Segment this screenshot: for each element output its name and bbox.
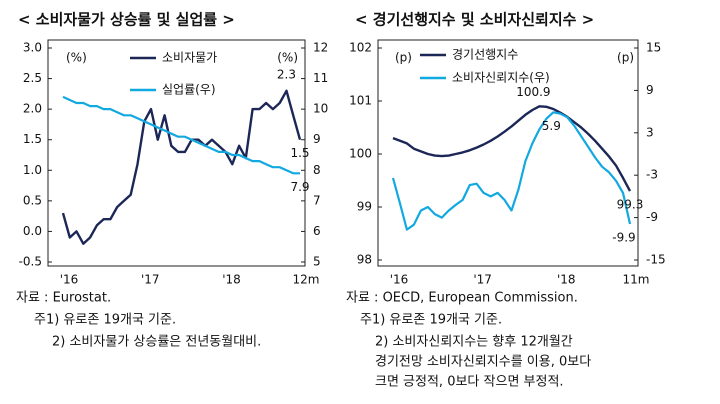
y-tick-label: 102 [349, 41, 372, 55]
legend-label: 경기선행지수 [452, 47, 518, 62]
annotation: 5.9 [542, 119, 561, 133]
y2-tick-label: 11 [313, 71, 328, 85]
series-line [62, 95, 300, 175]
y2-tick-label: 3 [646, 125, 654, 139]
y2-tick-label: 6 [313, 224, 321, 238]
y2-tick-label: 10 [313, 102, 328, 116]
note: 주1) 유로존 19개국 기준. [360, 313, 502, 328]
x-tick-label: '16 [390, 273, 409, 287]
series-line [391, 111, 632, 231]
x-tick-label: '18 [222, 273, 241, 287]
x-tick-label: '16 [60, 273, 79, 287]
y-tick-label: 2.5 [23, 71, 42, 85]
plot-frame [47, 39, 306, 267]
y2-tick-label: 7 [313, 193, 321, 207]
y-tick-label: 3.0 [23, 41, 42, 55]
y2-unit: (%) [277, 51, 298, 65]
y2-tick-label: 12 [313, 41, 328, 55]
y2-tick-label: 9 [313, 132, 321, 146]
x-tick-label: 11m [623, 273, 650, 287]
note: 주1) 유로존 19개국 기준. [34, 313, 176, 328]
y2-tick-label: -3 [646, 168, 658, 182]
chart-title: < 소비자물가 상승률 및 실업률 > [18, 11, 235, 29]
chart-title: < 경기선행지수 및 소비자신뢰지수 > [355, 11, 594, 29]
y-tick-label: -0.5 [19, 255, 42, 269]
y-tick-label: 2.0 [23, 102, 42, 116]
y-tick-label: 1.5 [23, 132, 42, 146]
y-tick-label: 0.5 [23, 193, 42, 207]
note: 경기전망 소비자신뢰지수를 이용, 0보다 [375, 355, 591, 370]
chart: < 경기선행지수 및 소비자신뢰지수 > (p) (p) 98 99 100 101 102 -… [346, 11, 666, 390]
y-unit: (%) [66, 51, 87, 65]
y2-tick-label: 9 [646, 83, 654, 97]
y2-tick-label: -9 [646, 210, 658, 224]
y-tick-label: 1.0 [23, 163, 42, 177]
annotation: 99.3 [617, 198, 644, 212]
note: 2) 소비자신뢰지수는 향후 12개월간 [375, 335, 573, 350]
x-tick-label: 12m [293, 273, 320, 287]
note: 2) 소비자물가 상승률은 전년동월대비. [52, 335, 261, 350]
annotation: -9.9 [612, 230, 635, 244]
y-unit: (p) [395, 51, 412, 65]
note: 자료 : Eurostat. [16, 291, 111, 306]
note: 자료 : OECD, European Commission. [346, 291, 578, 306]
annotation: 100.9 [516, 85, 550, 99]
y2-unit: (p) [617, 51, 634, 65]
y-tick-label: 99 [357, 200, 372, 214]
annotation: 2.3 [277, 67, 296, 81]
y-tick-label: 98 [357, 253, 372, 267]
x-tick-label: '18 [557, 273, 576, 287]
y2-tick-label: 15 [646, 41, 661, 55]
annotation: 7.9 [290, 180, 309, 194]
legend-label: 소비자물가 [162, 51, 217, 65]
y2-tick-label: 5 [313, 255, 321, 269]
y-tick-label: 0.0 [23, 224, 42, 238]
legend-label: 소비자신뢰지수(우) [452, 71, 550, 85]
chart: < 소비자물가 상승률 및 실업률 > (%) (%) -0.5 0.0 0.5 1.0 1.… [16, 11, 328, 350]
y2-tick-label: 8 [313, 163, 321, 177]
legend-label: 실업률(우) [162, 83, 216, 97]
series-line [392, 105, 632, 192]
x-tick-label: '17 [473, 273, 492, 287]
y2-tick-label: -15 [646, 253, 666, 267]
plot-frame [377, 39, 639, 267]
y-tick-label: 100 [349, 147, 372, 161]
annotation: 1.5 [290, 146, 309, 160]
x-tick-label: '17 [141, 273, 160, 287]
series-line [61, 89, 302, 245]
note: 크면 긍정적, 0보다 작으면 부정적. [375, 375, 564, 390]
y-tick-label: 101 [349, 94, 372, 108]
